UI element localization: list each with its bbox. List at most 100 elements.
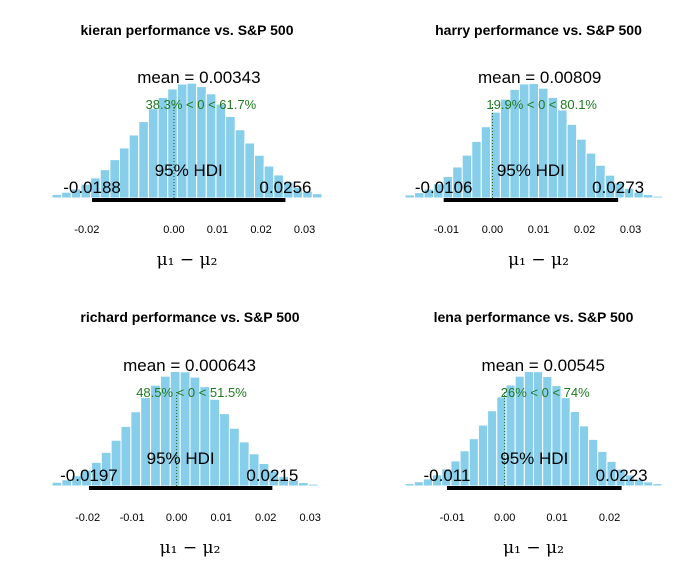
pct-label: 26% < 0 < 74% — [501, 385, 590, 400]
histogram-bar — [413, 481, 424, 487]
histogram-bar — [642, 194, 654, 199]
x-axis-ticks: -0.02 -0.01 0.00 0.01 0.02 0.03 — [75, 512, 321, 524]
histogram-bar — [569, 411, 580, 487]
x-tick-label: 0.01 — [546, 512, 567, 524]
histogram-bar — [505, 384, 516, 487]
histogram-bar — [551, 385, 562, 487]
mean-label: mean = 0.000643 — [123, 356, 256, 375]
histogram-bar — [119, 147, 130, 199]
hdi-high-label: 0.0223 — [596, 466, 648, 485]
histogram-bar — [147, 108, 159, 199]
panel-3: richard performance vs. S&P 500 mean = 0.… — [51, 309, 329, 558]
hdi-high-label: 0.0215 — [246, 466, 298, 485]
x-axis-label: μ₁ − μ₂ — [508, 250, 569, 270]
histogram-bar — [566, 123, 578, 199]
x-tick-label: -0.01 — [120, 512, 145, 524]
histogram-bar — [652, 483, 663, 487]
pct-label: 19.9% < 0 < 80.1% — [486, 97, 597, 112]
hdi-low-label: -0.0106 — [415, 178, 473, 197]
histogram-bar — [140, 397, 152, 487]
panel-title: harry performance vs. S&P 500 — [435, 22, 642, 38]
histogram-bar — [150, 384, 161, 487]
x-axis-ticks: -0.01 0.00 0.01 0.02 0.03 — [434, 224, 641, 236]
mean-label: mean = 0.00809 — [478, 68, 601, 87]
x-axis-label: μ₁ − μ₂ — [503, 538, 564, 558]
x-axis-ticks: -0.02 0.00 0.01 0.02 0.03 — [74, 224, 315, 236]
x-tick-label: 0.00 — [482, 224, 503, 236]
histogram-bar — [468, 438, 479, 487]
histogram-bar — [499, 98, 511, 199]
histogram-bar — [307, 483, 319, 487]
histogram-bar — [234, 129, 246, 199]
x-tick-label: 0.01 — [207, 224, 228, 236]
panel-title: richard performance vs. S&P 500 — [80, 309, 299, 325]
histogram-bar — [477, 424, 489, 487]
histogram-bars — [404, 82, 673, 199]
hdi-low-label: -0.0188 — [63, 178, 121, 197]
x-tick-label: 0.03 — [294, 224, 315, 236]
panel-2: harry performance vs. S&P 500 mean = 0.00… — [404, 22, 673, 270]
histogram-bar — [311, 193, 323, 199]
hdi-label: 95% HDI — [155, 161, 223, 180]
x-tick-label: 0.03 — [620, 224, 641, 236]
histogram-bar — [138, 121, 149, 199]
x-tick-label: 0.02 — [250, 224, 271, 236]
histogram-bar — [547, 96, 559, 199]
histogram-bar — [480, 126, 492, 199]
x-tick-label: -0.01 — [440, 512, 465, 524]
hdi-low-label: -0.0197 — [60, 466, 118, 485]
histogram-bar — [471, 140, 482, 199]
x-tick-label: 0.02 — [599, 512, 620, 524]
hdi-label: 95% HDI — [497, 161, 565, 180]
histogram-bar — [487, 410, 498, 487]
panel-title: kieran performance vs. S&P 500 — [81, 22, 294, 38]
histogram-bar — [404, 194, 416, 199]
mean-label: mean = 0.00343 — [137, 68, 260, 87]
histogram-bar — [652, 195, 663, 199]
x-tick-label: 0.02 — [574, 224, 595, 236]
x-axis-label: μ₁ − μ₂ — [160, 538, 221, 558]
histogram-bar — [51, 193, 63, 199]
histogram-bar — [661, 196, 673, 199]
x-tick-label: 0.03 — [299, 512, 320, 524]
histogram-bar — [199, 386, 211, 487]
histogram-bar — [297, 482, 309, 487]
x-tick-label: 0.00 — [494, 512, 515, 524]
histogram-bar — [209, 398, 221, 487]
x-tick-label: 0.00 — [166, 512, 187, 524]
histogram-bar — [244, 142, 256, 199]
x-tick-label: 0.01 — [210, 512, 231, 524]
hdi-label: 95% HDI — [147, 449, 215, 468]
histogram-bar — [578, 425, 590, 487]
panel-4: lena performance vs. S&P 500 mean = 0.005… — [404, 309, 663, 558]
hdi-label: 95% HDI — [500, 449, 568, 468]
histogram-bar — [130, 411, 142, 487]
histogram-bar — [225, 115, 236, 199]
histogram-bar — [560, 397, 571, 487]
histogram-bars — [51, 82, 323, 199]
x-axis-label: μ₁ − μ₂ — [157, 250, 218, 270]
hdi-high-label: 0.0273 — [592, 178, 644, 197]
x-tick-label: -0.02 — [74, 224, 99, 236]
histogram-bar — [228, 427, 240, 487]
x-tick-label: 0.00 — [163, 224, 184, 236]
hdi-low-label: -0.011 — [423, 466, 470, 485]
hdi-high-label: 0.0256 — [259, 178, 311, 197]
x-tick-label: 0.01 — [528, 224, 549, 236]
histogram-bar — [128, 134, 140, 199]
histogram-bars — [404, 371, 663, 487]
panel-title: lena performance vs. S&P 500 — [434, 309, 634, 325]
x-tick-label: 0.02 — [255, 512, 276, 524]
histogram-bar — [157, 96, 169, 199]
histogram-bar — [557, 109, 568, 199]
histogram-bar — [317, 484, 329, 487]
x-tick-label: -0.02 — [75, 512, 100, 524]
pct-label: 48.5% < 0 < 51.5% — [136, 385, 247, 400]
mean-label: mean = 0.00545 — [482, 356, 605, 375]
panel-1: kieran performance vs. S&P 500 mean = 0.0… — [51, 22, 323, 270]
x-tick-label: -0.01 — [434, 224, 459, 236]
x-axis-ticks: -0.01 0.00 0.01 0.02 — [440, 512, 621, 524]
histogram-bar — [120, 425, 132, 487]
histogram-bar — [219, 413, 230, 487]
